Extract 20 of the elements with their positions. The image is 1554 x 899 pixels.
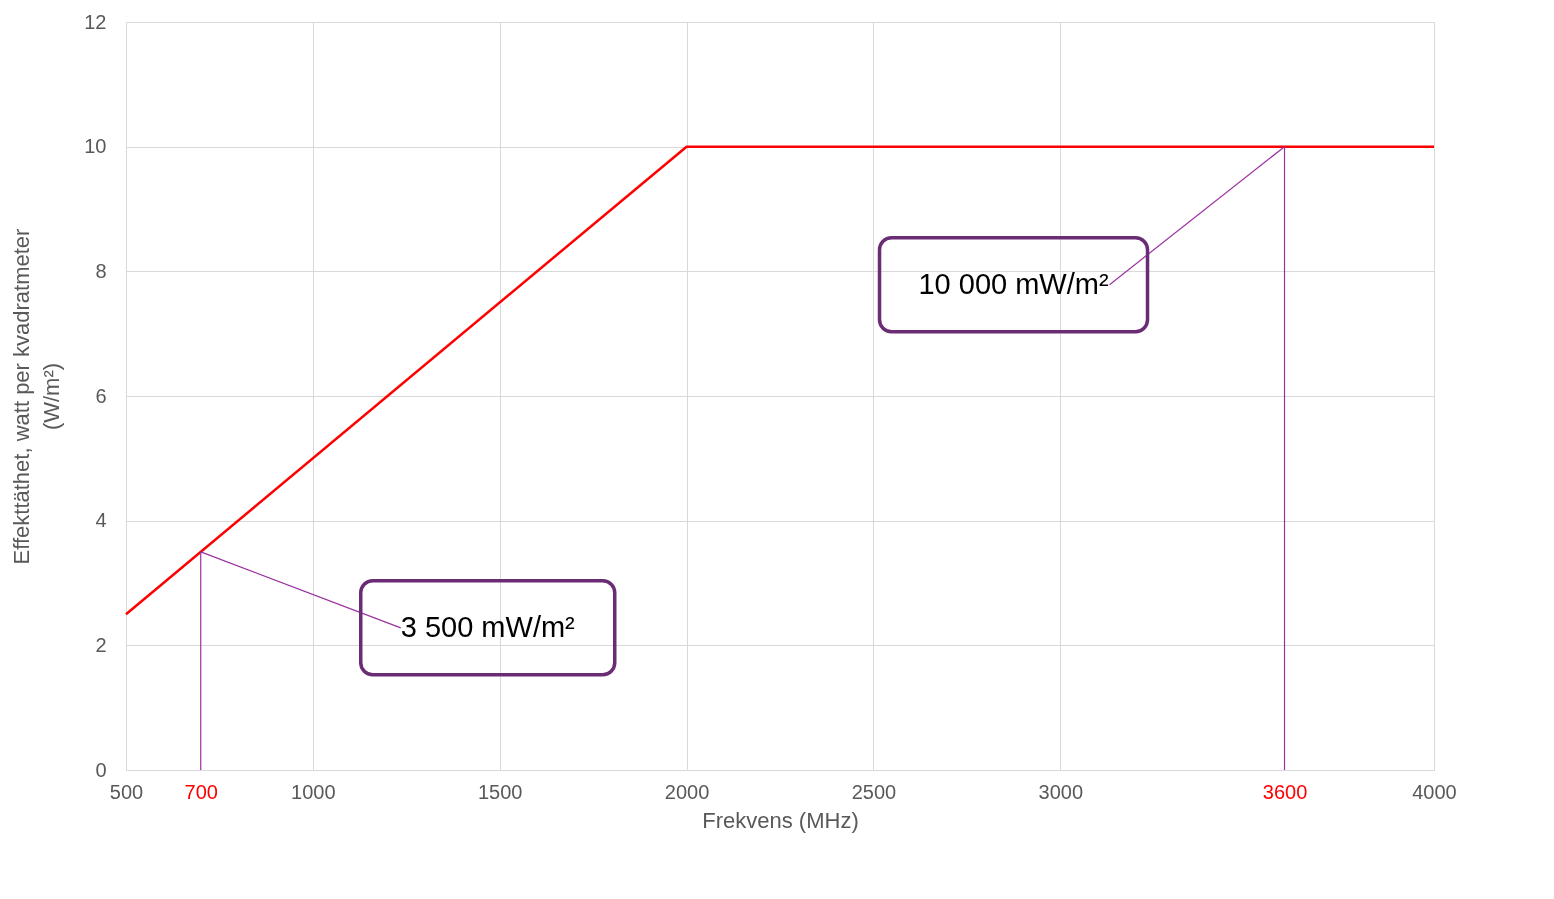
annotation: 3 500 mW/m² [400,610,576,643]
x-tick-label: 500 [109,780,144,803]
y-tick-label: 12 [84,10,107,33]
y-tick-label: 4 [95,509,107,532]
x-tick-label: 2000 [664,780,710,803]
x-axis-title: Frekvens (MHz) [702,807,859,833]
y-tick-label: 10 [84,135,107,158]
x-tick-label: 1500 [477,780,523,803]
y-tick-label: 8 [95,259,107,282]
x-tick-label: 700 [184,780,218,803]
y-tick-label: 2 [95,633,107,656]
x-tick-label: 2500 [851,780,897,803]
x-tick-label: 3600 [1262,780,1308,803]
y-tick-label: 0 [95,758,107,781]
x-tick-label: 4000 [1412,780,1457,803]
x-tick-label: 3000 [1038,780,1084,803]
x-tick-label: 1000 [291,780,336,803]
y-tick-label: 6 [95,384,107,407]
annotation: 10 000 mW/m² [918,267,1109,300]
y-axis-title: Effekttäthet, watt per kvadratmeter (W/m²) [9,228,65,565]
